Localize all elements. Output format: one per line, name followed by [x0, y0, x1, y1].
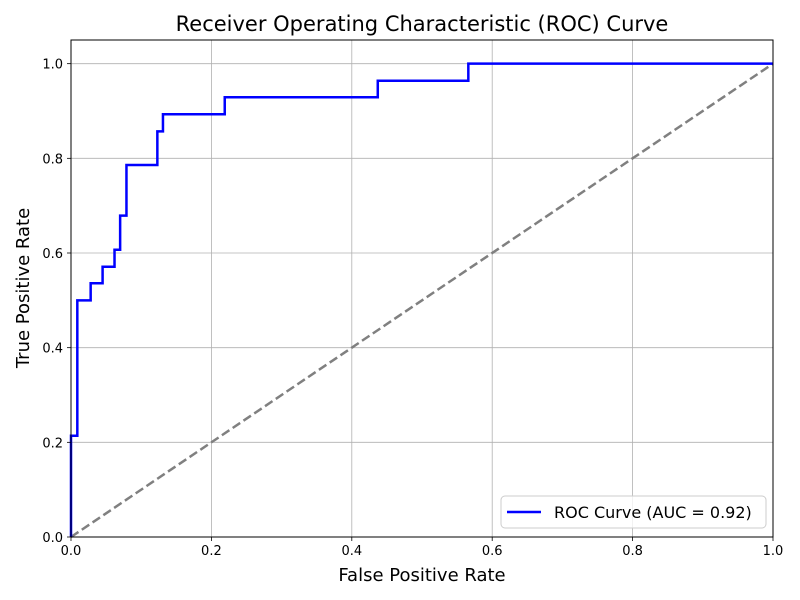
- y-tick-label: 0.8: [42, 152, 63, 167]
- y-tick-label: 0.4: [42, 342, 63, 357]
- legend-label: ROC Curve (AUC = 0.92): [554, 503, 752, 522]
- roc-curve: [69, 62, 773, 537]
- grid: [70, 40, 774, 538]
- x-tick-label: 1.0: [763, 544, 784, 559]
- legend-box: [500, 495, 767, 529]
- plot-frame: [70, 39, 774, 538]
- series-layer: [69, 62, 774, 539]
- reference-line: [70, 62, 774, 539]
- ticks: 0.0 0.2 0.4 0.6 0.8 1.0 0.0 0.2 0.4 0.6 0.8 1.0: [42, 58, 783, 559]
- x-tick-label: 0.4: [341, 544, 362, 559]
- x-tick-label: 0.6: [482, 544, 503, 559]
- x-tick-label: 0.8: [622, 544, 643, 559]
- y-tick-label: 0.0: [42, 531, 63, 546]
- x-tick-label: 0.2: [201, 544, 222, 559]
- y-axis-label: True Positive Rate: [13, 208, 34, 369]
- y-tick-label: 0.6: [42, 247, 63, 262]
- y-tick-label: 0.2: [42, 436, 63, 451]
- x-axis-label: False Positive Rate: [338, 565, 505, 586]
- y-tick-label: 1.0: [42, 58, 63, 73]
- legend: ROC Curve (AUC = 0.92): [500, 495, 767, 529]
- x-tick-label: 0.0: [61, 544, 82, 559]
- chart-title: Receiver Operating Characteristic (ROC) …: [176, 12, 669, 36]
